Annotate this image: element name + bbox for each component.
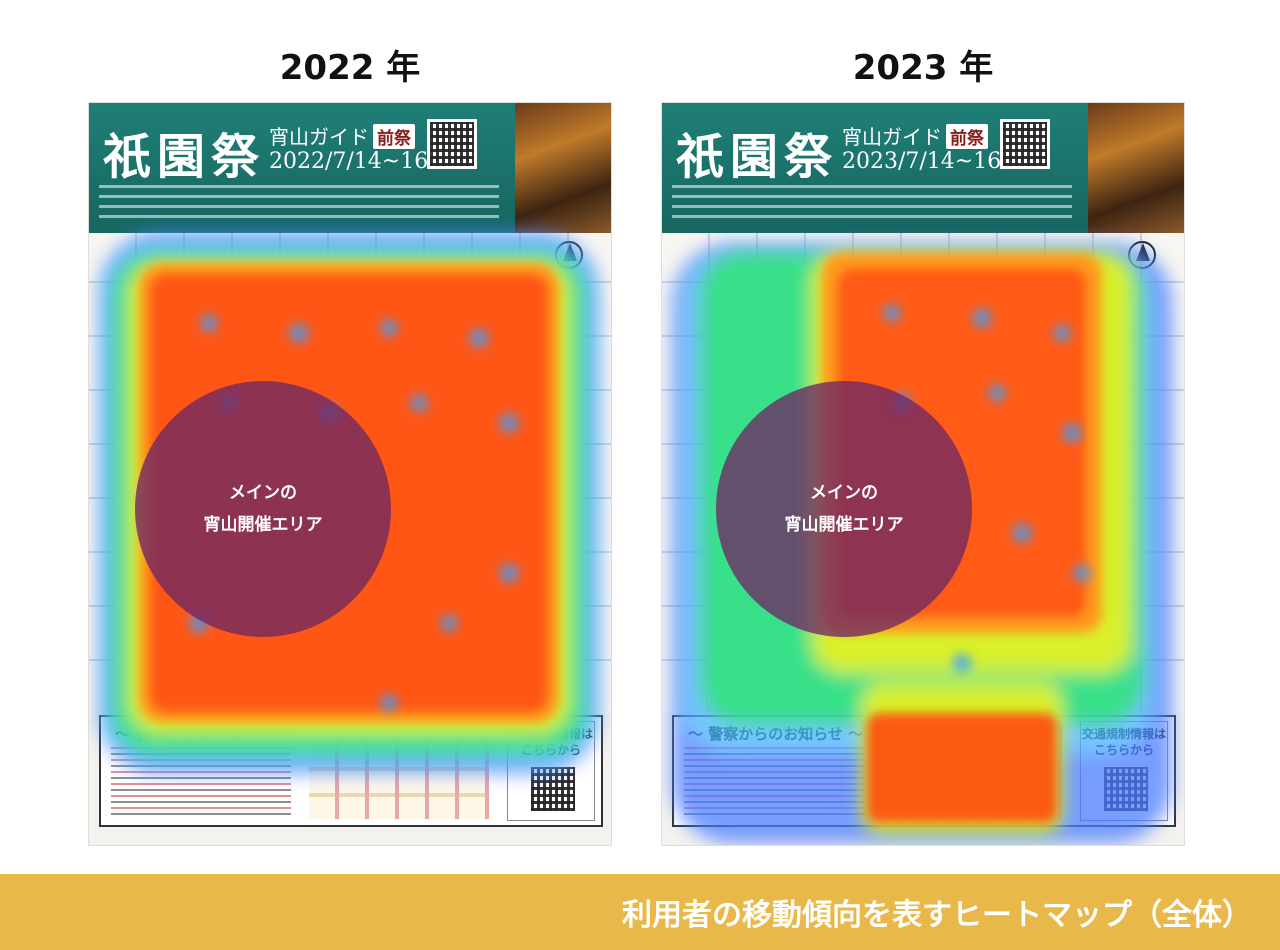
heatmap-panel-2022: 祇園祭 宵山ガイド 前祭 2022/7/14~16 ～ 警察からのお知らせ ～ 交… [89,103,611,845]
header-date: 2022/7/14~16 [269,149,429,174]
header-badge: 前祭 [946,124,988,149]
notice-text-lines [111,747,291,819]
qr-code-icon [1000,119,1050,169]
header-fine-print [99,185,499,225]
main-yoiyama-area-circle: メインの 宵山開催エリア [135,381,391,637]
police-notice: ～ 警察からのお知らせ ～ 交通規制情報はこちらから [99,715,603,827]
header-fine-print [672,185,1072,225]
traffic-info-label: 交通規制情報はこちらから [1081,727,1166,757]
header-subtitle: 宵山ガイド 前祭 [269,121,415,150]
year-label-2022: 2022 年 [279,48,421,88]
circle-label-line1: メインの [810,483,878,503]
traffic-info-box: 交通規制情報はこちらから [1080,721,1168,821]
float-photo [515,103,611,233]
guide-header: 祇園祭 宵山ガイド 前祭 2023/7/14~16 [662,103,1184,233]
caption-banner: 利用者の移動傾向を表すヒートマップ（全体） [0,874,1280,950]
north-arrow-mark [1136,243,1150,261]
header-date: 2023/7/14~16 [842,149,1002,174]
float-photo [1088,103,1184,233]
pedestrian-road-map [882,723,1062,819]
qr-code-icon [427,119,477,169]
notice-title: ～ 警察からのお知らせ ～ [688,725,864,743]
header-badge: 前祭 [373,124,415,149]
map-legend [706,651,1108,709]
pedestrian-road-map [309,723,489,819]
circle-label-line2: 宵山開催エリア [203,515,323,535]
map-legend [133,651,535,709]
notice-text-lines [684,747,864,819]
header-subtitle: 宵山ガイド 前祭 [842,121,988,150]
notice-title: ～ 警察からのお知らせ ～ [115,725,291,743]
header-sub-text: 宵山ガイド [842,125,942,149]
banner-title: 利用者の移動傾向を表すヒートマップ（全体） [622,898,1252,933]
north-arrow-mark [563,243,577,261]
header-sub-text: 宵山ガイド [269,125,369,149]
circle-label-line1: メインの [229,483,297,503]
header-title: 祇園祭 [103,129,266,185]
qr-code-icon [1101,764,1151,814]
guide-header: 祇園祭 宵山ガイド 前祭 2022/7/14~16 [89,103,611,233]
main-yoiyama-area-circle: メインの 宵山開催エリア [716,381,972,637]
year-label-2023: 2023 年 [852,48,994,88]
traffic-info-label: 交通規制情報はこちらから [508,727,593,757]
circle-label-line2: 宵山開催エリア [784,515,904,535]
traffic-info-box: 交通規制情報はこちらから [507,721,595,821]
header-title: 祇園祭 [676,129,839,185]
police-notice: ～ 警察からのお知らせ ～ 交通規制情報はこちらから [672,715,1176,827]
heatmap-panel-2023: 祇園祭 宵山ガイド 前祭 2023/7/14~16 ～ 警察からのお知らせ ～ 交… [662,103,1184,845]
qr-code-icon [528,764,578,814]
